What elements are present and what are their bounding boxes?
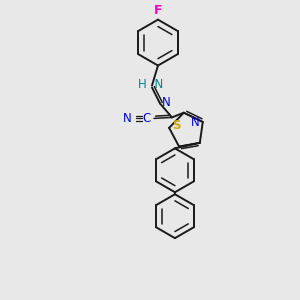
Text: C: C (143, 112, 151, 125)
Text: H: H (138, 78, 147, 91)
Text: N: N (123, 112, 132, 125)
Text: N: N (147, 78, 163, 91)
Text: N: N (162, 96, 171, 109)
Text: F: F (154, 4, 162, 16)
Text: S: S (172, 119, 181, 132)
Text: N: N (191, 116, 200, 130)
